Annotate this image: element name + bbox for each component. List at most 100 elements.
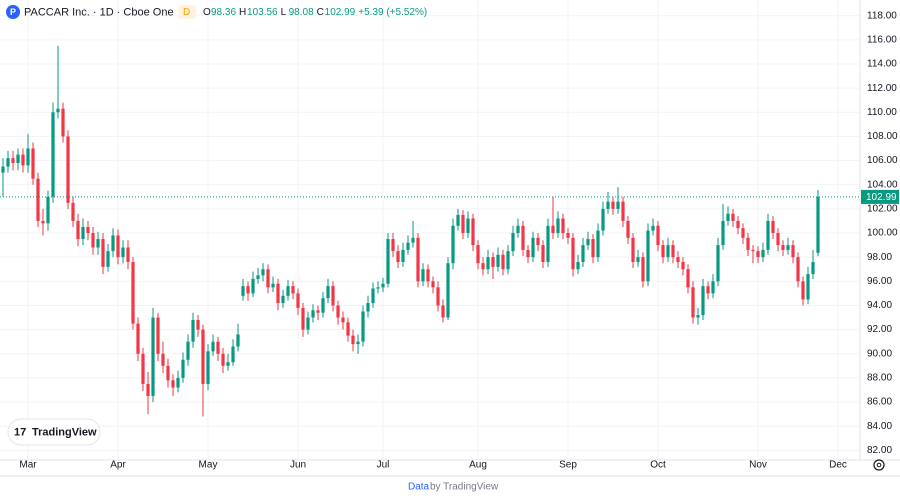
candle-body xyxy=(146,383,150,397)
y-tick-label: 84.00 xyxy=(867,421,892,432)
candle-body xyxy=(126,247,130,262)
candle-body xyxy=(471,218,475,246)
candle-body xyxy=(501,254,505,270)
candle-body xyxy=(761,249,765,258)
x-tick-label: Aug xyxy=(469,460,487,471)
candle-body xyxy=(706,286,710,294)
quote-value: 103.56 xyxy=(247,7,278,18)
candle-body xyxy=(56,108,60,113)
candle-body xyxy=(801,281,805,300)
candle-body xyxy=(566,233,570,238)
candle-body xyxy=(46,196,50,224)
candle-body xyxy=(76,220,80,240)
quote-change: +5.39 (+5.52%) xyxy=(358,7,427,18)
candle-body xyxy=(496,254,500,267)
candle-body xyxy=(331,286,335,306)
footer-link[interactable]: Data xyxy=(408,482,430,493)
x-tick-label: Oct xyxy=(650,460,666,471)
candle-body xyxy=(396,251,400,262)
candle-body xyxy=(646,230,650,282)
candle-body xyxy=(16,154,20,163)
y-tick-label: 88.00 xyxy=(867,373,892,384)
y-tick-label: 106.00 xyxy=(867,155,898,166)
candle-body xyxy=(341,317,345,323)
y-tick-label: 92.00 xyxy=(867,324,892,335)
candle-body xyxy=(581,245,585,262)
settings-icon[interactable] xyxy=(873,459,885,471)
candle-body xyxy=(256,275,260,279)
candle-body xyxy=(136,323,140,354)
candle-body xyxy=(391,239,395,252)
candle-body xyxy=(661,245,665,258)
candle-body xyxy=(351,335,355,345)
symbol-logo xyxy=(6,5,20,19)
candle-body xyxy=(516,225,520,234)
candle-body xyxy=(141,353,145,384)
candle-body xyxy=(551,225,555,234)
quote-label: H xyxy=(239,7,246,18)
y-tick-label: 114.00 xyxy=(867,59,897,70)
x-tick-label: Apr xyxy=(110,460,126,471)
candle-body xyxy=(531,237,535,258)
candle-body xyxy=(596,230,600,258)
last-price-tag xyxy=(861,189,899,204)
candle-body xyxy=(51,112,55,197)
plot xyxy=(0,0,860,460)
candle-body xyxy=(286,286,290,296)
candle-body xyxy=(511,233,515,252)
candle-body xyxy=(161,353,165,366)
logo-text[interactable]: TradingView xyxy=(32,426,97,438)
candle-body xyxy=(606,201,610,209)
x-tick-label: Nov xyxy=(749,460,767,471)
candle-body xyxy=(236,334,240,347)
candle-body xyxy=(736,220,740,229)
candle-body xyxy=(746,237,750,250)
candle-body xyxy=(456,214,460,226)
candle-body xyxy=(421,269,425,282)
candle-body xyxy=(656,225,660,246)
candle-body xyxy=(206,351,210,384)
candle-body xyxy=(491,257,495,267)
candle-body xyxy=(6,158,10,167)
candle-body xyxy=(556,218,560,234)
gear[interactable] xyxy=(873,459,885,471)
candle-body xyxy=(301,307,305,330)
candle-body xyxy=(406,242,410,250)
candle-body xyxy=(71,202,75,221)
candle-body xyxy=(11,158,15,163)
candle-body xyxy=(356,341,360,345)
candle-body xyxy=(676,257,680,262)
candle-body xyxy=(361,311,365,342)
candle-body xyxy=(541,245,545,262)
candle-body xyxy=(436,287,440,306)
y-tick-label: 118.00 xyxy=(867,10,897,21)
candle-body xyxy=(711,281,715,294)
badge-bg xyxy=(178,5,196,19)
candle-body xyxy=(701,286,705,316)
candle-body xyxy=(636,257,640,262)
candle-body xyxy=(806,274,810,300)
candle-body xyxy=(741,228,745,238)
candle-body xyxy=(336,305,340,318)
y-tick-label: 86.00 xyxy=(867,397,892,408)
candle-body xyxy=(416,237,420,282)
gear-center xyxy=(876,462,882,468)
candle-body xyxy=(121,247,125,258)
footer-text: by TradingView xyxy=(430,482,499,493)
candle-body xyxy=(96,239,100,248)
candle-body xyxy=(151,317,155,397)
x-tick-label: Mar xyxy=(19,460,37,471)
badge[interactable]: D xyxy=(183,7,190,18)
tradingview-logo: 17 TradingView xyxy=(7,418,101,446)
candle-body xyxy=(366,303,370,312)
logo-pill xyxy=(7,418,101,446)
candle-body xyxy=(116,235,120,258)
quote-value: 102.99 xyxy=(325,7,356,18)
candle-body xyxy=(1,166,5,173)
candle-body xyxy=(296,293,300,308)
candle-body xyxy=(771,220,775,234)
candle-body xyxy=(196,319,200,330)
symbol-title[interactable]: PACCAR Inc. · 1D · Cboe One xyxy=(24,6,174,18)
candle-body xyxy=(526,249,530,258)
